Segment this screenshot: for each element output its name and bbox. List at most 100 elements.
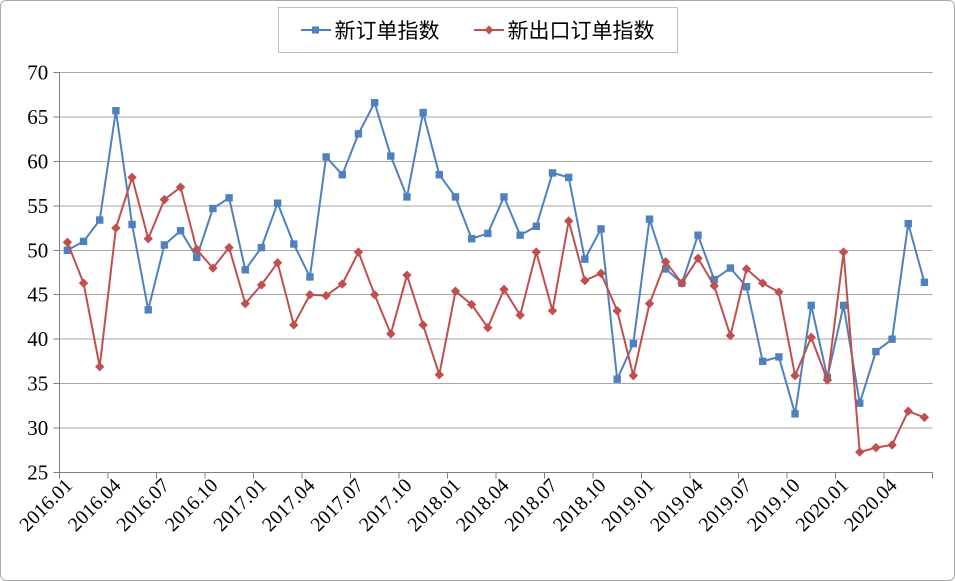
marker-new-export-orders <box>774 287 784 297</box>
marker-new-orders <box>581 255 589 263</box>
marker-new-orders <box>759 357 767 366</box>
marker-new-orders <box>548 169 557 177</box>
marker-new-orders <box>273 199 282 207</box>
marker-new-export-orders <box>95 362 105 372</box>
marker-new-export-orders <box>887 440 897 450</box>
marker-new-orders <box>904 219 912 228</box>
x-axis-label: 2018.04 <box>452 474 514 536</box>
y-axis-label: 50 <box>27 238 48 262</box>
marker-new-orders <box>742 283 751 291</box>
series-line-new-orders <box>66 101 926 415</box>
marker-new-orders <box>645 215 654 223</box>
marker-new-orders <box>467 235 476 243</box>
marker-new-export-orders <box>337 279 347 289</box>
y-axis-label: 70 <box>27 61 48 85</box>
marker-new-orders <box>128 220 136 229</box>
marker-new-export-orders <box>208 263 218 273</box>
marker-new-orders <box>807 301 815 310</box>
marker-new-export-orders <box>596 268 606 279</box>
marker-new-export-orders <box>369 290 380 300</box>
marker-new-orders <box>354 130 363 138</box>
marker-new-export-orders <box>466 299 477 310</box>
marker-new-export-orders <box>143 234 153 244</box>
marker-new-export-orders <box>758 278 768 288</box>
x-axis-label: 2019.10 <box>743 474 805 536</box>
marker-new-orders <box>370 99 379 107</box>
x-axis-label: 2017.07 <box>306 474 368 536</box>
y-axis-label: 30 <box>27 416 48 440</box>
marker-new-export-orders <box>644 298 655 309</box>
marker-new-export-orders <box>725 330 736 341</box>
marker-new-export-orders <box>272 258 283 268</box>
legend-item-new-orders: 新订单指数 <box>300 15 440 45</box>
marker-new-orders <box>839 301 848 310</box>
marker-new-export-orders <box>159 194 170 205</box>
marker-new-export-orders <box>580 275 590 286</box>
y-axis-label: 60 <box>27 149 48 173</box>
marker-new-orders <box>160 241 169 249</box>
marker-new-export-orders <box>256 280 267 290</box>
x-axis-label: 2017.01 <box>209 474 271 536</box>
marker-new-orders <box>144 306 152 314</box>
marker-new-orders <box>387 152 395 160</box>
marker-new-orders <box>112 107 120 115</box>
marker-new-export-orders <box>127 172 137 183</box>
y-axis-label: 25 <box>27 461 48 485</box>
marker-new-export-orders <box>321 290 331 301</box>
marker-new-export-orders <box>289 320 299 330</box>
marker-new-orders <box>872 347 880 356</box>
marker-new-orders <box>176 227 185 235</box>
marker-new-export-orders <box>386 329 396 339</box>
marker-new-orders <box>775 353 783 361</box>
marker-new-export-orders <box>919 412 930 423</box>
marker-new-orders <box>419 108 427 117</box>
y-axis-label: 40 <box>27 327 48 351</box>
marker-new-orders <box>290 240 298 248</box>
marker-new-orders <box>193 253 201 262</box>
marker-new-orders <box>532 222 541 230</box>
marker-new-export-orders <box>903 406 913 416</box>
marker-new-export-orders <box>240 298 250 309</box>
marker-new-orders <box>856 399 864 407</box>
x-axis-label: 2017.04 <box>258 474 320 536</box>
marker-new-export-orders <box>434 370 445 380</box>
marker-new-export-orders <box>628 370 639 381</box>
marker-new-export-orders <box>693 253 703 263</box>
marker-new-orders <box>241 266 249 274</box>
marker-new-export-orders <box>838 247 849 257</box>
marker-new-orders <box>500 193 508 201</box>
marker-new-export-orders <box>677 278 687 288</box>
legend: 新订单指数 新出口订单指数 <box>277 7 678 53</box>
marker-new-export-orders <box>224 242 234 253</box>
marker-new-export-orders <box>855 447 865 457</box>
marker-new-export-orders <box>402 270 412 280</box>
marker-new-orders <box>888 335 896 343</box>
legend-label-new-orders: 新订单指数 <box>334 19 440 43</box>
marker-new-export-orders <box>871 442 881 453</box>
marker-new-export-orders <box>822 375 833 385</box>
marker-new-orders <box>451 193 460 201</box>
marker-new-export-orders <box>483 322 493 333</box>
x-axis-label: 2019.04 <box>646 474 708 536</box>
marker-new-orders <box>564 173 573 182</box>
marker-new-orders <box>726 264 735 272</box>
x-axis-label: 2018.07 <box>501 474 563 536</box>
marker-new-orders <box>435 171 444 179</box>
x-axis-label: 2018.01 <box>403 474 465 536</box>
y-axis-label: 45 <box>27 283 48 307</box>
marker-new-orders <box>209 204 217 213</box>
marker-new-export-orders <box>192 244 202 255</box>
marker-new-export-orders <box>78 278 89 288</box>
marker-new-orders <box>306 273 314 281</box>
x-axis-label: 2020.01 <box>792 474 854 536</box>
marker-new-orders <box>403 193 411 201</box>
marker-new-export-orders <box>353 247 364 257</box>
marker-new-orders <box>322 153 330 161</box>
y-axis-label: 65 <box>27 105 48 129</box>
marker-new-export-orders <box>612 306 622 316</box>
marker-new-export-orders <box>62 237 73 247</box>
x-axis-label: 2018.10 <box>549 474 611 536</box>
x-axis-label: 2019.07 <box>695 474 757 536</box>
marker-new-orders <box>597 225 605 233</box>
